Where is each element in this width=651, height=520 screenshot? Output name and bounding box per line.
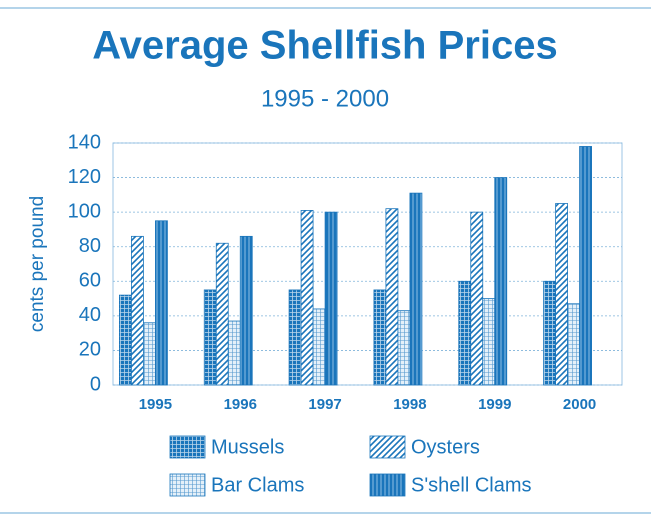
chart-subtitle: 1995 - 2000 (261, 85, 389, 112)
legend-label: S'shell Clams (411, 474, 532, 496)
chart-title: Average Shellfish Prices (92, 24, 557, 68)
bar (470, 211, 484, 386)
legend-swatch (169, 435, 206, 459)
x-tick-label: 2000 (563, 396, 596, 413)
legend-label: Bar Clams (211, 474, 304, 496)
legend-label: Mussels (211, 436, 284, 458)
y-tick-label: 20 (79, 339, 101, 361)
bar (555, 203, 568, 386)
legend-label: Oysters (411, 436, 480, 458)
x-tick-label: 1998 (393, 396, 426, 413)
y-tick-label: 0 (90, 373, 101, 395)
bar (482, 298, 496, 386)
bar (288, 289, 302, 386)
y-axis-label: cents per pound (27, 196, 48, 332)
bar (300, 210, 314, 386)
y-tick-label: 60 (79, 270, 101, 292)
y-tick-label: 80 (79, 235, 101, 257)
bar (458, 280, 472, 386)
x-tick-label: 1996 (224, 396, 257, 413)
y-tick-label: 100 (68, 200, 101, 222)
bar (385, 208, 399, 386)
y-tick-label: 40 (79, 304, 101, 326)
bar (494, 177, 508, 386)
x-tick-label: 1997 (308, 396, 341, 413)
bar (409, 192, 423, 386)
bar (239, 235, 253, 386)
bar (579, 146, 592, 386)
bar (215, 242, 229, 386)
bar (203, 289, 217, 386)
bar (567, 303, 580, 386)
bar (119, 294, 132, 386)
y-tick-label: 120 (68, 166, 101, 188)
legend-swatch (369, 435, 406, 459)
y-tick-label: 140 (68, 131, 101, 153)
bar (227, 320, 241, 386)
bar (373, 289, 387, 386)
x-tick-label: 1999 (478, 396, 511, 413)
plot-area (112, 142, 623, 386)
bar (143, 322, 156, 386)
bar (155, 220, 168, 386)
legend-swatch (169, 473, 206, 497)
bar (543, 280, 556, 386)
bar (131, 235, 144, 386)
bar (312, 308, 326, 386)
x-tick-label: 1995 (139, 396, 172, 413)
bar (324, 211, 338, 386)
legend-swatch (369, 473, 406, 497)
bar (397, 310, 411, 386)
